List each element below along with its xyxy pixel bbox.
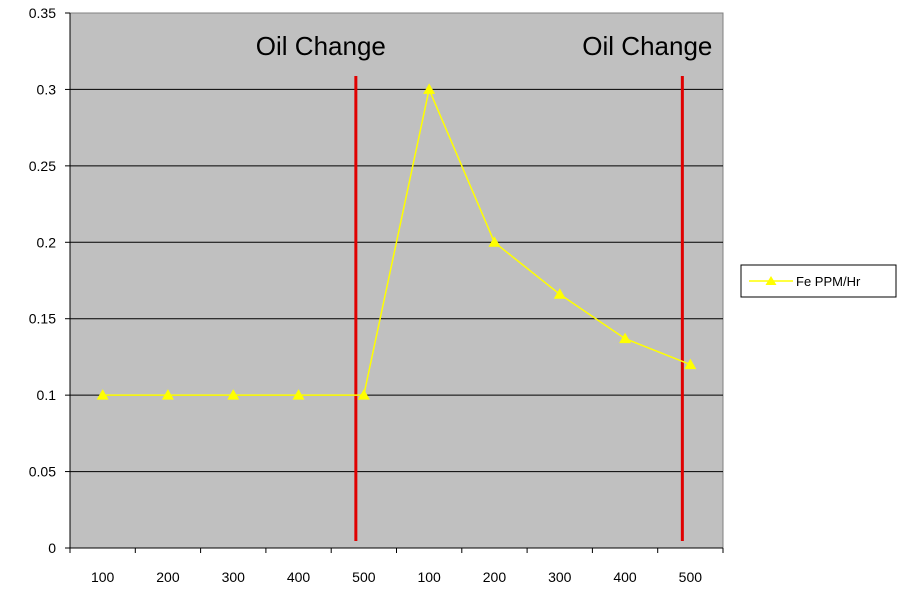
- data-point-marker: [423, 83, 436, 94]
- data-point-marker: [553, 288, 566, 299]
- data-point-marker: [357, 389, 370, 400]
- x-tick-label: 200: [483, 569, 507, 585]
- legend-marker: [765, 276, 777, 285]
- y-tick-labels: 0 0.05 0.1 0.15 0.2 0.25 0.3 0.35: [29, 5, 56, 556]
- oil-change-label: Oil Change: [256, 31, 386, 61]
- data-point-marker: [684, 358, 697, 370]
- y-tick-label: 0.25: [29, 158, 56, 174]
- y-tick-label: 0: [48, 540, 56, 556]
- legend-label: Fe PPM/Hr: [796, 274, 861, 289]
- y-tick-label: 0.15: [29, 311, 56, 327]
- y-tick-label: 0.35: [29, 5, 56, 21]
- x-tick-label: 100: [91, 569, 115, 585]
- x-tick-label: 300: [222, 569, 246, 585]
- y-tick-label: 0.3: [37, 81, 57, 97]
- data-point-marker: [619, 332, 632, 344]
- x-tick-labels: 100 200 300 400 500 100 200 300 400 500: [91, 569, 702, 585]
- data-point-marker: [292, 389, 305, 400]
- axes: [65, 12, 724, 553]
- data-point-marker: [227, 389, 240, 400]
- data-point-marker: [96, 389, 109, 400]
- y-tick-label: 0.05: [29, 464, 56, 480]
- legend: Fe PPM/Hr: [740, 264, 897, 298]
- series-line: [102, 86, 691, 396]
- plot-area: [69, 12, 724, 549]
- data-point-marker: [161, 389, 174, 400]
- x-tick-label: 100: [417, 569, 441, 585]
- y-tick-label: 0.2: [37, 234, 57, 250]
- series-group: [96, 83, 697, 400]
- y-tick-label: 0.1: [37, 387, 57, 403]
- annotations: Oil Change Oil Change: [256, 31, 712, 541]
- x-tick-label: 300: [548, 569, 572, 585]
- x-tick-label: 400: [287, 569, 311, 585]
- data-point-marker: [488, 236, 501, 247]
- x-tick-label: 400: [613, 569, 637, 585]
- x-tick-label: 500: [679, 569, 703, 585]
- x-tick-label: 500: [352, 569, 376, 585]
- oil-change-label: Oil Change: [582, 31, 712, 61]
- x-tick-label: 200: [156, 569, 180, 585]
